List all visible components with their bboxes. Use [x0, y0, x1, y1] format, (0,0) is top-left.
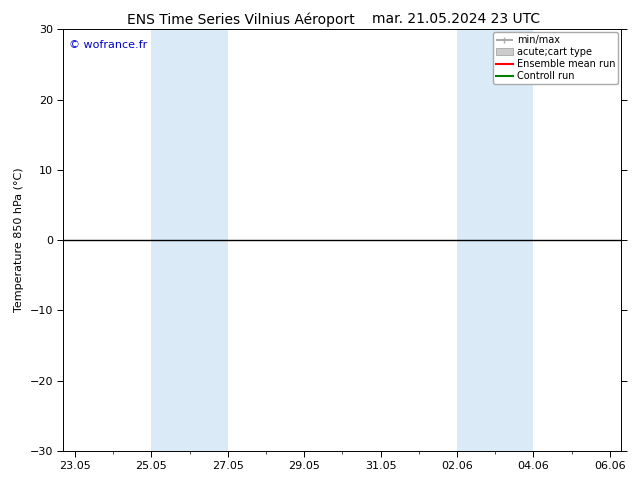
Text: mar. 21.05.2024 23 UTC: mar. 21.05.2024 23 UTC [372, 12, 541, 26]
Bar [457, 29, 533, 451]
Bar [152, 29, 228, 451]
Y-axis label: Temperature 850 hPa (°C): Temperature 850 hPa (°C) [14, 168, 24, 313]
Text: ENS Time Series Vilnius Aéroport: ENS Time Series Vilnius Aéroport [127, 12, 355, 27]
Text: © wofrance.fr: © wofrance.fr [69, 40, 147, 50]
Legend: min/max, acute;cart type, Ensemble mean run, Controll run: min/max, acute;cart type, Ensemble mean … [493, 32, 618, 84]
